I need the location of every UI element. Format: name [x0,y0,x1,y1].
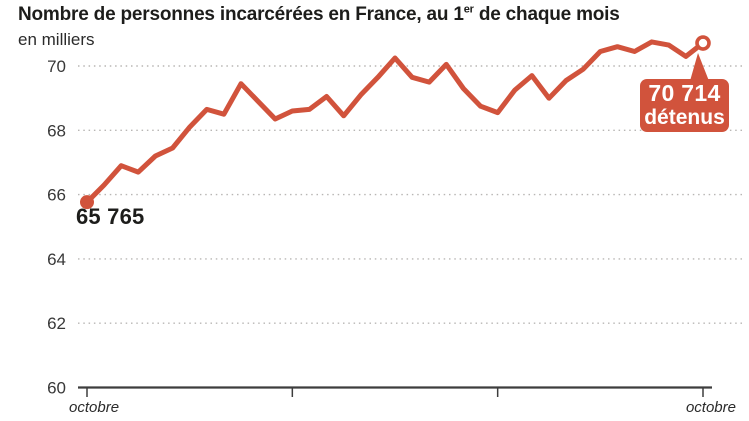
end-point-marker [695,35,711,51]
end-unit-text: détenus [644,106,725,129]
callout-tail-pointer [690,53,709,81]
chart-unit-label: en milliers [18,30,95,49]
y-tick-label: 68 [47,121,66,140]
chart-title-text: Nombre de personnes incarcérées en Franc… [18,4,464,25]
chart-title-superscript: er [463,3,474,16]
y-tick-label: 64 [47,250,66,269]
x-axis-label-right: octobre [685,399,736,416]
data-line [84,39,706,205]
end-value-text: 70 714 [648,80,721,106]
x-axis-label-left: octobre [69,399,120,416]
end-value-callout: 70 714 détenus [640,53,729,132]
start-point-marker [80,195,94,210]
y-tick-label: 70 [47,57,66,76]
chart-title: Nombre de personnes incarcérées en Franc… [18,4,718,26]
chart-title-suffix: de chaque mois [473,4,620,25]
y-tick-label: 60 [47,379,66,398]
y-tick-label: 62 [47,314,66,333]
y-tick-label: 66 [47,186,66,205]
start-value-label: 65 765 [76,204,145,229]
